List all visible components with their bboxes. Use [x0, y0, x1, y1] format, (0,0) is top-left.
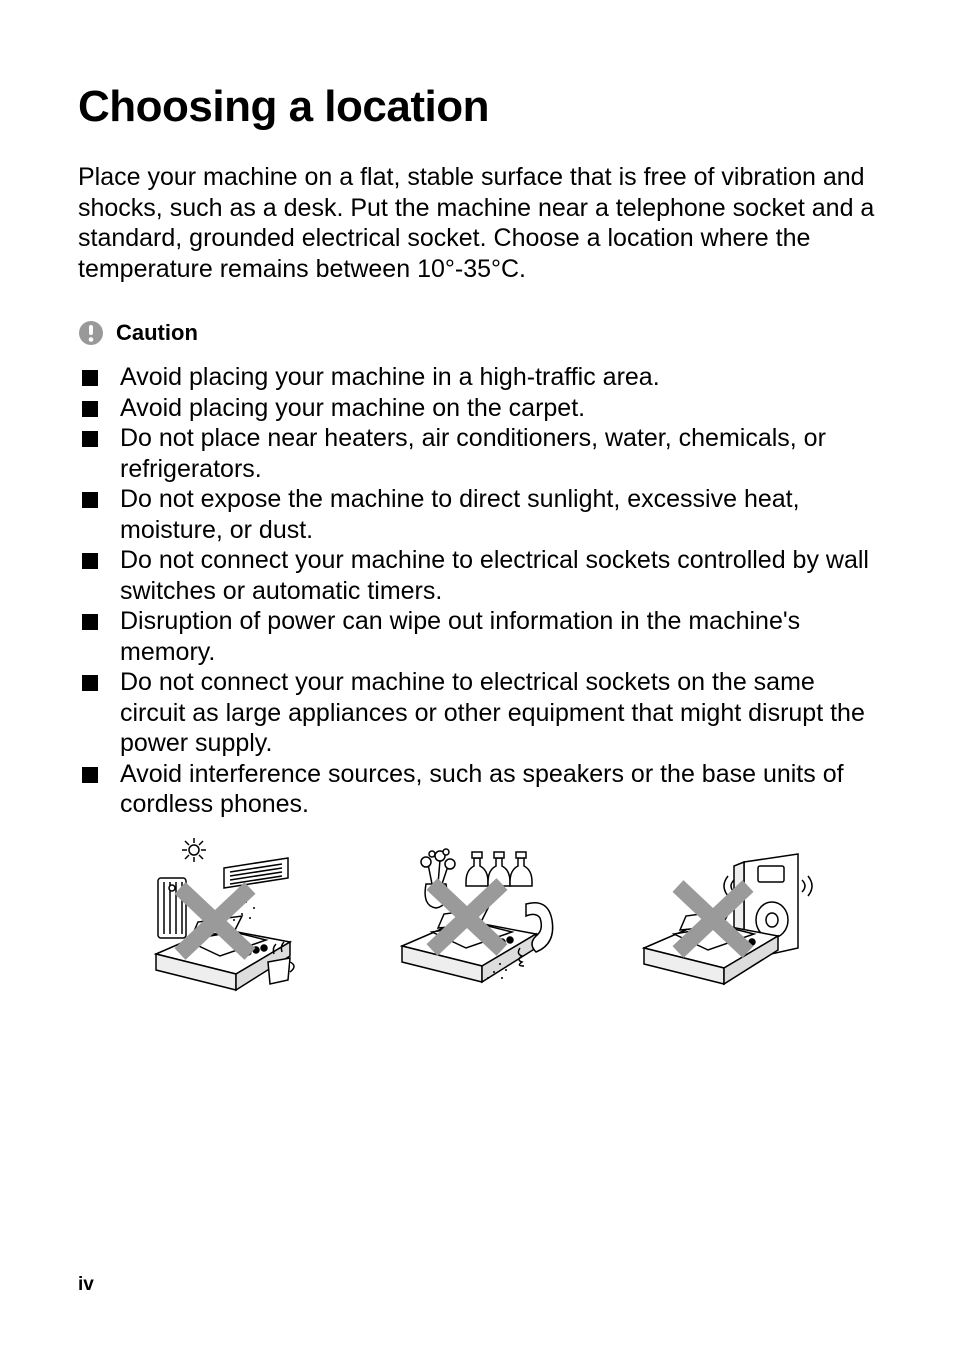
intro-paragraph: Place your machine on a flat, stable sur… — [78, 162, 876, 284]
caution-item: Disruption of power can wipe out informa… — [78, 606, 876, 667]
caution-item: Avoid interference sources, such as spea… — [78, 759, 876, 820]
avoid-chemicals-plants-illustration — [388, 836, 568, 992]
caution-header: Caution — [78, 320, 876, 346]
caution-icon — [78, 320, 104, 346]
caution-label: Caution — [116, 320, 198, 346]
caution-item: Do not expose the machine to direct sunl… — [78, 484, 876, 545]
page-number: iv — [78, 1274, 94, 1296]
avoid-sun-heat-moisture-illustration — [138, 836, 318, 992]
avoid-interference-speakers-illustration — [638, 836, 818, 992]
caution-item: Do not place near heaters, air condition… — [78, 423, 876, 484]
caution-item: Avoid placing your machine in a high-tra… — [78, 362, 876, 393]
caution-list: Avoid placing your machine in a high-tra… — [78, 362, 876, 820]
caution-item: Do not connect your machine to electrica… — [78, 545, 876, 606]
caution-item: Do not connect your machine to electrica… — [78, 667, 876, 759]
caution-item: Avoid placing your machine on the carpet… — [78, 393, 876, 424]
page-title: Choosing a location — [78, 82, 876, 132]
illustrations-row — [78, 836, 876, 992]
manual-page: Choosing a location Place your machine o… — [0, 0, 954, 1352]
